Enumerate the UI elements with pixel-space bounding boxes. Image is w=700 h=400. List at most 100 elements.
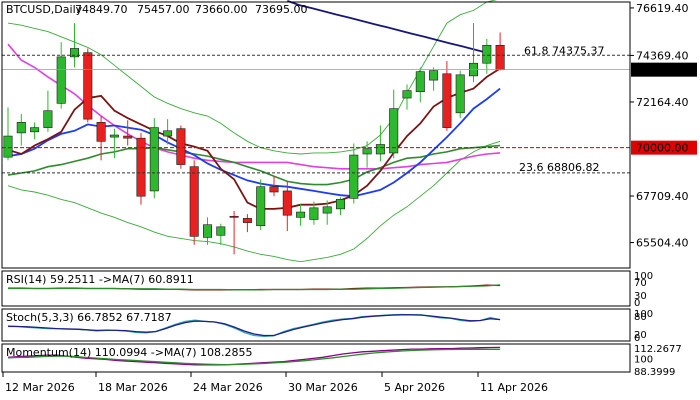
ohlc-value: 73695.00	[255, 3, 308, 16]
candle	[163, 119, 173, 145]
candle-body	[56, 56, 66, 104]
stoch-label: Stoch(5,3,3) 66.7852 67.7187	[6, 311, 172, 324]
candle-body	[495, 44, 505, 70]
candle	[442, 61, 452, 131]
candle	[189, 160, 199, 245]
candle	[309, 201, 319, 225]
date-label: 5 Apr 2026	[384, 381, 445, 394]
rsi-level-label: 0	[634, 298, 640, 309]
stoch-level-label: 20	[634, 330, 647, 341]
candle-body	[455, 74, 465, 114]
candle	[482, 38, 492, 74]
candle-body	[335, 199, 345, 210]
candle-body	[256, 186, 266, 227]
level-lines	[2, 54, 630, 174]
candle-body	[203, 224, 213, 238]
current-price-badge	[631, 62, 697, 77]
candle	[30, 122, 40, 140]
indicator-subpanes	[1, 270, 631, 373]
candle	[149, 118, 159, 199]
candlesticks[interactable]	[3, 23, 505, 255]
rsi-series-line	[8, 284, 501, 291]
rsi-level-label: 70	[634, 278, 647, 289]
candle-body	[163, 130, 173, 137]
momentum-label: Momentum(14) 110.0994 ->MA(7) 108.2855	[6, 346, 253, 359]
momentum-tick-label: 112.2677	[634, 344, 682, 355]
candle	[349, 143, 359, 204]
stoch-level-label: 100	[634, 309, 653, 320]
candle-body	[349, 154, 359, 199]
candle-body	[109, 134, 119, 138]
price-tick-label: 72164.40	[636, 96, 689, 109]
candle-body	[136, 137, 146, 197]
candle	[296, 203, 306, 226]
candle	[203, 217, 213, 245]
gridlines	[2, 2, 630, 268]
candle	[123, 120, 133, 146]
stoch-level-label: 80	[634, 312, 647, 323]
price-tick-label: 76619.40	[636, 2, 689, 15]
main-pane-border	[1, 1, 631, 269]
ma-green-line	[7, 144, 501, 186]
stoch-level-label: 0	[634, 333, 640, 344]
candle-body	[83, 52, 93, 120]
candle	[83, 48, 93, 123]
candle	[335, 197, 345, 216]
candle	[229, 211, 239, 255]
candle-body	[309, 207, 319, 220]
date-label: 11 Apr 2026	[480, 381, 548, 394]
candle	[375, 125, 385, 162]
ohlc-value: 75457.00	[137, 3, 190, 16]
candle-body	[282, 190, 292, 216]
price-tick-label: 74369.40	[636, 49, 689, 62]
main-pane-bg	[2, 2, 630, 268]
momentum-series-line	[7, 348, 501, 366]
candle-body	[16, 122, 26, 134]
candle	[389, 89, 399, 159]
candle-body	[362, 148, 372, 155]
candle	[70, 23, 80, 68]
candle	[415, 67, 425, 103]
momentum-tick-label: 88.3999	[634, 367, 675, 378]
candle	[269, 176, 279, 197]
candle-body	[30, 127, 40, 133]
ma-navy-line	[287, 0, 488, 54]
candle-body	[442, 73, 452, 128]
stoch-series-line	[7, 314, 501, 337]
date-label: 24 Mar 2026	[193, 381, 263, 394]
candle	[402, 84, 412, 110]
candle-body	[96, 122, 106, 142]
ohlc-value: 74849.70	[75, 3, 128, 16]
candle	[322, 200, 332, 225]
candle-body	[43, 110, 53, 128]
bollinger-lower-line	[7, 140, 501, 263]
candle	[216, 223, 226, 245]
momentum-tick-label: 100	[634, 354, 653, 365]
candle	[256, 179, 266, 230]
candle-body	[482, 44, 492, 64]
candle-body	[149, 127, 159, 192]
fib-23-6-label: 23.6 68806.82	[519, 161, 599, 174]
fib-61-8-label: 61.8 74375.37	[524, 44, 604, 57]
candle-body	[296, 211, 306, 218]
candle-body	[415, 71, 425, 93]
candle	[176, 125, 186, 169]
price-tick-label: 67709.40	[636, 190, 689, 203]
candle	[282, 181, 292, 232]
rsi-label: RSI(14) 59.2511 ->MA(7) 60.8911	[6, 273, 194, 286]
chart-frame	[1, 1, 631, 269]
candle-body	[216, 226, 226, 236]
candle	[56, 42, 66, 109]
candle-body	[189, 166, 199, 237]
rsi-level-label: 100	[634, 271, 653, 282]
level-70000-badge	[631, 140, 697, 155]
candle	[3, 107, 13, 161]
candle	[96, 116, 106, 161]
date-label: 30 Mar 2026	[288, 381, 358, 394]
candle	[429, 67, 439, 91]
candle-body	[70, 48, 80, 58]
candle	[362, 141, 372, 168]
candle-body	[229, 215, 239, 218]
